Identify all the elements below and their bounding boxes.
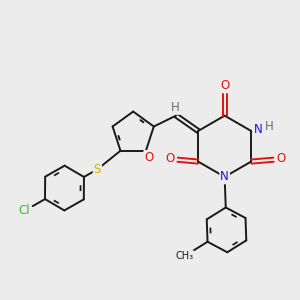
Text: H: H xyxy=(171,101,180,114)
Text: O: O xyxy=(220,79,229,92)
Text: S: S xyxy=(94,163,101,176)
Text: Cl: Cl xyxy=(18,204,30,218)
Text: O: O xyxy=(144,151,154,164)
Text: O: O xyxy=(166,152,175,166)
Text: N: N xyxy=(254,123,262,136)
Text: CH₃: CH₃ xyxy=(176,251,194,261)
Text: N: N xyxy=(220,170,229,183)
Text: H: H xyxy=(265,120,274,133)
Text: O: O xyxy=(276,152,286,166)
